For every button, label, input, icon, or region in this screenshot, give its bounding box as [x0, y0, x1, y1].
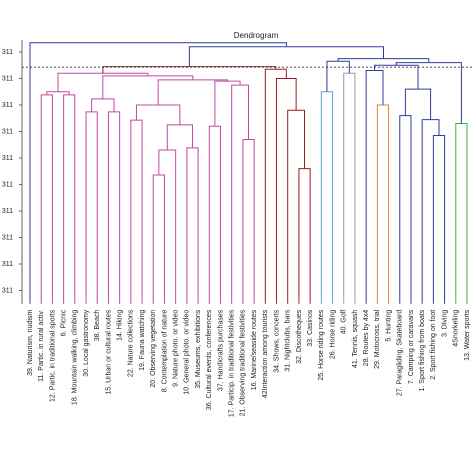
- dendrogram-link: [208, 125, 221, 304]
- leaf-label: 6. Picnic: [60, 309, 67, 336]
- y-tick-label: 311: [2, 155, 13, 162]
- y-tick-label: 311: [2, 261, 13, 268]
- leaf-label: 28. Routes by 4x4: [363, 310, 370, 367]
- dendrogram-link: [432, 134, 446, 304]
- y-tick-label: 311: [2, 75, 13, 82]
- leaf-label: 3. Diving: [441, 310, 448, 337]
- leaf-label: 27. Paragliding, Skateboard: [397, 310, 404, 396]
- dendrogram-link: [130, 119, 143, 304]
- leaf-label: 29. Motocross, trial: [374, 309, 381, 369]
- dendrogram-link: [365, 70, 384, 304]
- dendrogram-link: [29, 42, 287, 304]
- dendrogram-link: [152, 174, 165, 304]
- y-tick-label: 311: [2, 181, 13, 188]
- dendrogram-link: [421, 119, 440, 304]
- leaf-label: 21. Observing traditional festivities: [240, 309, 247, 416]
- dendrogram-link: [264, 68, 287, 304]
- dendrogram-link: [395, 62, 462, 124]
- leaf-label: 30. Local gastronomy: [83, 309, 90, 376]
- y-tick-label: 311: [2, 287, 13, 294]
- dendrogram-link: [320, 91, 334, 304]
- dendrogram-link: [242, 138, 255, 304]
- y-tick-label: 311: [2, 128, 13, 135]
- leaf-label: 9. Nature photo. or video: [173, 310, 180, 387]
- dendrogram-link: [102, 66, 277, 74]
- dendrogram-link: [337, 58, 430, 63]
- dendrogram-link: [188, 46, 384, 67]
- leaf-label: 42Interaction among tourists: [262, 309, 269, 398]
- dendrogram-link: [214, 80, 241, 127]
- dendrogram-link: [186, 147, 199, 304]
- dendrogram-link: [376, 104, 390, 304]
- leaf-label: 16. Marine/seaside routes: [251, 309, 258, 390]
- dendrogram-link: [231, 84, 249, 304]
- dendrogram-link: [287, 109, 306, 304]
- leaf-label: 39. Naturism, nudism: [27, 310, 34, 376]
- dendrogram-link: [326, 60, 350, 92]
- dendrogram-link: [102, 75, 194, 99]
- leaf-label: 34. Shows, concerts: [273, 309, 280, 373]
- dendrogram-link: [399, 115, 412, 304]
- dendrogram-link: [91, 98, 115, 112]
- leaf-label: 19. Fauna watching: [139, 310, 146, 371]
- leaf-label: 7. Camping or caravans: [408, 309, 415, 384]
- dendrogram-link: [276, 78, 297, 304]
- leaf-label: 17. Particip. in traditional festivities: [229, 309, 236, 417]
- leaf-label: 13. Water sports: [464, 309, 471, 361]
- dendrogram-link: [158, 149, 177, 304]
- leaf-label: 4Snorkeling: [453, 310, 460, 347]
- leaf-label: 8. Contemplation of nature: [161, 310, 168, 393]
- leaf-label: 11. Partic. in rural activ.: [38, 310, 45, 382]
- y-tick-label: 311: [2, 102, 13, 109]
- dendrogram-link: [135, 104, 181, 125]
- dendrogram-link: [166, 124, 193, 151]
- leaf-label: 31. Nightclubs, bars: [285, 309, 292, 371]
- dendrogram-link: [40, 94, 53, 304]
- dendrogram-link: [85, 111, 98, 304]
- leaf-label: 37. Handicrafts purchases: [217, 309, 224, 391]
- y-tick-label: 311: [2, 234, 13, 241]
- dendrogram-link: [63, 94, 76, 304]
- leaf-label: 20. Observing vegetation: [150, 310, 157, 388]
- leaf-label: 2. Sport fishing on foot: [430, 310, 437, 380]
- leaf-label: 33. Casinos: [307, 309, 314, 346]
- leaf-label: 12. Partic. in traditional sports: [49, 309, 56, 402]
- leaf-label: 5. Hunting: [385, 310, 392, 342]
- dendrogram-link: [107, 111, 121, 304]
- leaf-label: 25. Horse riding routes: [318, 309, 325, 380]
- leaf-label: 18. Mountain walking, climbing: [72, 310, 79, 405]
- leaf-label: 32. Discotheques: [296, 309, 303, 364]
- leaf-label: 35. Museums, exhibitions: [195, 309, 202, 388]
- leaf-label: 10. General photo. or video: [184, 310, 191, 395]
- leaf-label: 40. Golf: [341, 310, 348, 335]
- y-tick-label: 311: [2, 208, 13, 215]
- dendrogram-link: [157, 79, 228, 105]
- leaf-label: 1. Sport fishing from boats: [419, 309, 426, 391]
- leaf-label: 14. Hiking: [116, 310, 123, 341]
- leaf-label: 22. Nature collections: [128, 309, 135, 377]
- leaf-label: 15. Urban or cultural routes: [105, 309, 112, 394]
- dendrogram-link: [404, 88, 432, 120]
- leaf-label: 36. Cultural events, conferences: [206, 309, 213, 410]
- dendrogram-link: [455, 123, 468, 304]
- leaf-label: 38. Beach: [94, 310, 101, 342]
- chart-title: Dendrogram: [234, 31, 279, 40]
- leaf-label: 26. Horse riding: [329, 310, 336, 360]
- y-tick-label: 311: [2, 49, 13, 56]
- dendrogram-link: [298, 168, 311, 304]
- dendrogram-link: [374, 64, 419, 90]
- leaf-label: 41. Tennis, squash: [352, 310, 359, 368]
- dendrogram-link: [343, 72, 356, 304]
